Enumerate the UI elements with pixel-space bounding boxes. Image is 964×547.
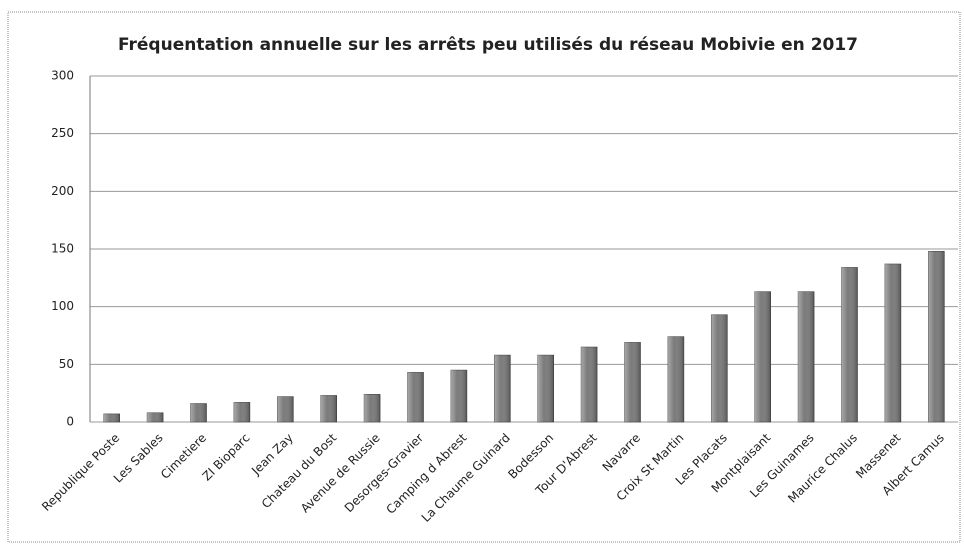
- bar-shade: [147, 412, 164, 422]
- y-tick-label: 200: [51, 184, 74, 198]
- x-tick-label: ZI Bioparc: [200, 431, 253, 484]
- bar-shade: [277, 396, 294, 422]
- bar-shade: [711, 314, 728, 422]
- bar-shade: [841, 267, 858, 422]
- x-tick-label: Chateau du Bost: [259, 430, 340, 511]
- x-tick-label: Navarre: [600, 431, 644, 475]
- chart-title: Fréquentation annuelle sur les arrêts pe…: [118, 35, 858, 55]
- bar-shade: [754, 291, 771, 422]
- y-tick-label: 300: [51, 69, 74, 83]
- y-tick-label: 50: [59, 357, 74, 371]
- bar-shade: [450, 370, 467, 422]
- bar-shade: [537, 355, 554, 422]
- chart-border: [7, 11, 961, 543]
- bar-shade: [798, 291, 815, 422]
- x-tick-label: La Chaume Guinard: [419, 431, 513, 525]
- bar-shade: [928, 251, 945, 422]
- bar-shade: [320, 395, 337, 422]
- bar-shade: [103, 413, 120, 422]
- bar-shade: [667, 336, 684, 422]
- y-tick-label: 250: [51, 126, 74, 140]
- x-tick-label: Desorges-Gravier: [342, 431, 426, 515]
- y-tick-label: 100: [51, 299, 74, 313]
- bar-shade: [581, 347, 598, 422]
- y-tick-label: 150: [51, 242, 74, 256]
- x-tick-label: Republique Poste: [39, 431, 122, 514]
- bar-shade: [407, 372, 424, 422]
- y-tick-label: 0: [66, 415, 74, 429]
- x-tick-label: Avenue de Russie: [298, 431, 383, 516]
- bar-shade: [494, 355, 511, 422]
- bar-shade: [884, 263, 901, 422]
- bar-shade: [233, 402, 250, 422]
- bar-shade: [364, 394, 381, 422]
- x-tick-label: Camping d Abrest: [383, 430, 469, 516]
- bar-shade: [624, 342, 641, 422]
- bar-shade: [190, 403, 207, 422]
